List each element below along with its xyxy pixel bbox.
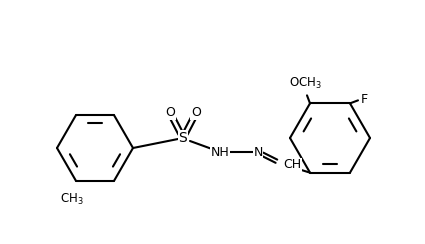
Text: S: S bbox=[178, 131, 187, 145]
Text: F: F bbox=[360, 93, 368, 106]
Text: CH: CH bbox=[283, 159, 301, 172]
Text: CH$_3$: CH$_3$ bbox=[60, 192, 84, 207]
Text: N: N bbox=[253, 145, 263, 159]
Text: O: O bbox=[191, 106, 201, 120]
Text: OCH$_3$: OCH$_3$ bbox=[289, 76, 321, 91]
Text: NH: NH bbox=[211, 145, 230, 159]
Text: O: O bbox=[165, 106, 175, 120]
